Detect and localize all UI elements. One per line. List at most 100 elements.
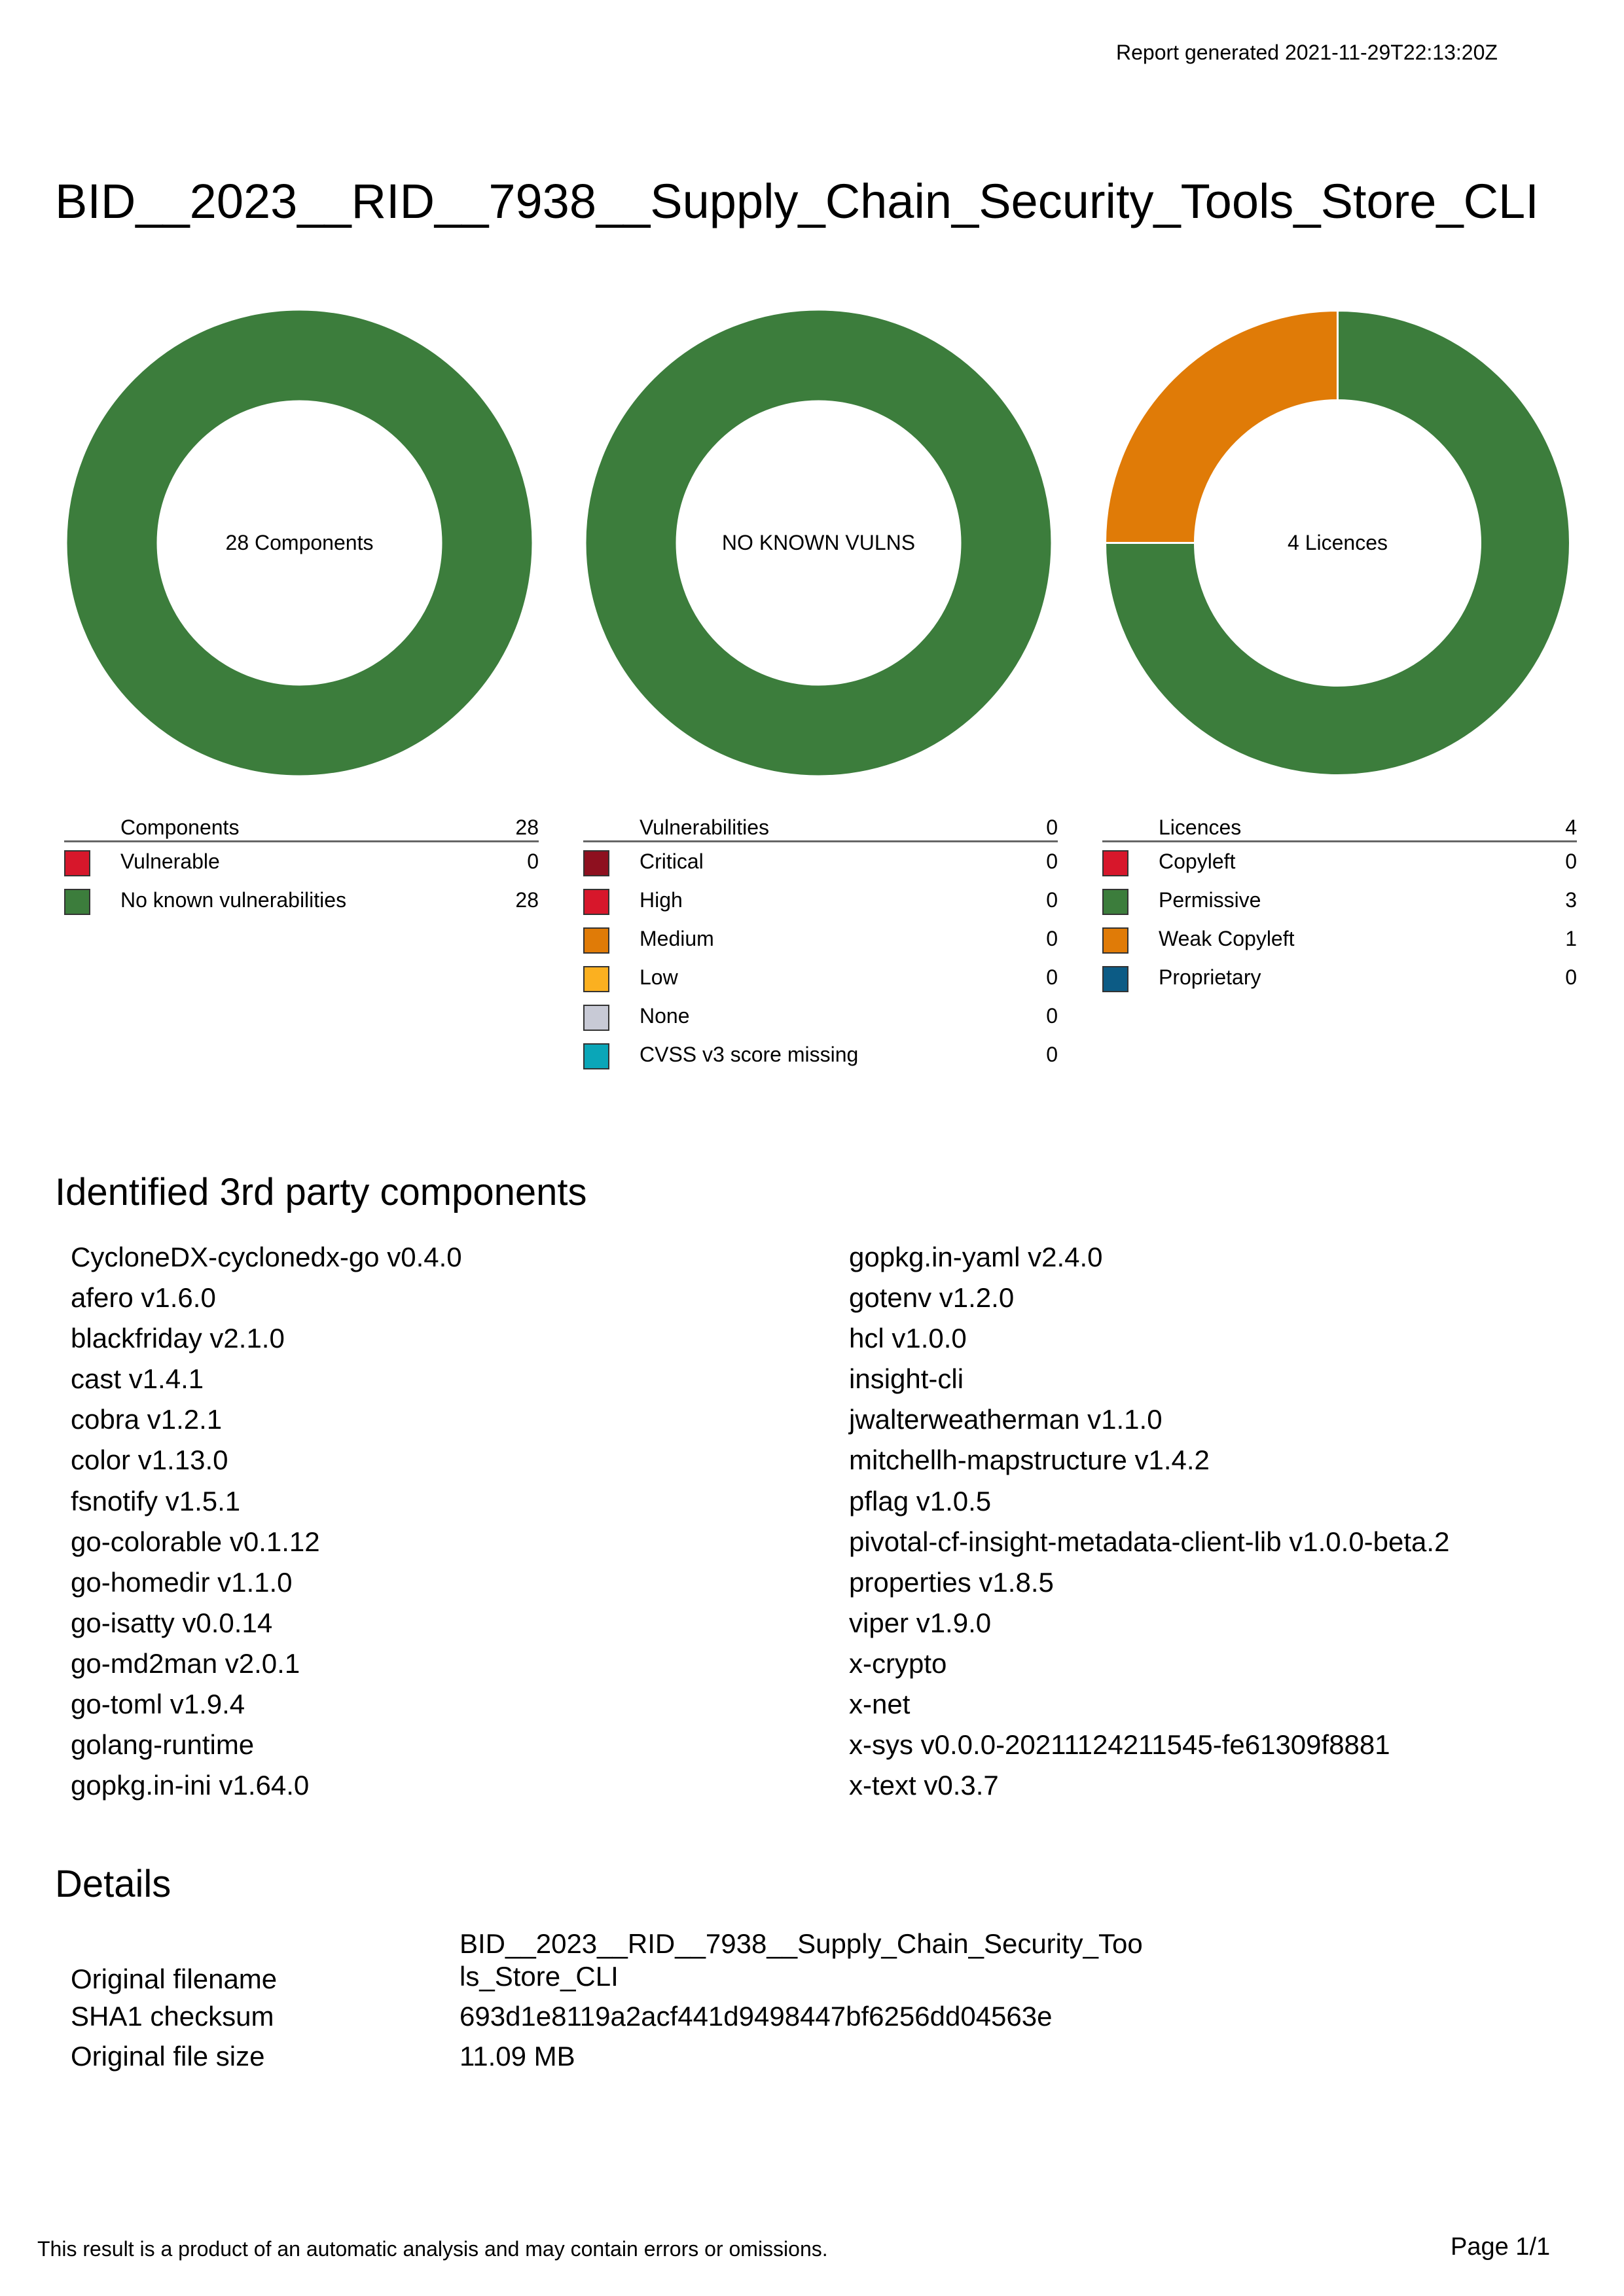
vulnerabilities-legend: Vulnerabilities 0 Critical 0 High 0 Medium 0 L… — [583, 815, 1058, 1074]
legend-row-vulnerable: Vulnerable 0 — [64, 842, 539, 881]
component-list-item: cobra v1.2.1 — [71, 1404, 223, 1435]
components-donut-center-label: 28 Components — [225, 531, 374, 554]
legend-label: Vulnerable — [120, 850, 220, 873]
legend-row-medium: Medium 0 — [583, 920, 1058, 958]
legend-swatch — [583, 927, 609, 954]
legend-header-total: 0 — [1046, 816, 1058, 839]
legend-label: Proprietary — [1159, 965, 1261, 989]
legend-value: 0 — [527, 850, 539, 873]
legend-swatch — [1102, 927, 1128, 954]
legend-row-proprietary: Proprietary 0 — [1102, 958, 1577, 997]
component-list-item: color v1.13.0 — [71, 1444, 228, 1476]
legend-label: Permissive — [1159, 888, 1261, 912]
licences-donut-chart: 4 Licences — [1104, 309, 1572, 777]
component-list-item: x-net — [849, 1689, 911, 1720]
component-list-item: x-sys v0.0.0-20211124211545-fe61309f8881 — [849, 1729, 1390, 1761]
component-list-item: go-homedir v1.1.0 — [71, 1566, 293, 1598]
legend-header-total: 28 — [515, 816, 539, 839]
legend-swatch — [583, 850, 609, 876]
legend-value: 0 — [1046, 927, 1058, 950]
component-list-item: golang-runtime — [71, 1729, 255, 1761]
component-list-item: go-colorable v0.1.12 — [71, 1526, 320, 1557]
donut-slice-permissive — [1104, 309, 1571, 776]
legend-header: Components 28 — [64, 815, 539, 842]
legend-value: 0 — [1046, 1004, 1058, 1028]
legend-value: 1 — [1565, 927, 1577, 950]
donut-slice-weak-copyleft — [1104, 309, 1339, 544]
legend-header: Licences 4 — [1102, 815, 1577, 842]
legend-header: Vulnerabilities 0 — [583, 815, 1058, 842]
legend-row-weak-copyleft: Weak Copyleft 1 — [1102, 920, 1577, 958]
legend-row-none: None 0 — [583, 997, 1058, 1035]
component-list-item: viper v1.9.0 — [849, 1607, 992, 1638]
component-list-item: x-crypto — [849, 1647, 947, 1679]
footer-disclaimer: This result is a product of an automatic… — [37, 2237, 828, 2261]
legend-swatch — [583, 1005, 609, 1031]
component-list-item: x-text v0.3.7 — [849, 1770, 999, 1801]
legend-label: High — [640, 888, 683, 912]
vulnerabilities-donut-center-label: NO KNOWN VULNS — [721, 531, 916, 554]
legend-value: 0 — [1565, 850, 1577, 873]
licences-donut-center-label: 4 Licences — [1288, 531, 1388, 554]
page-number: Page 1/1 — [1451, 2233, 1551, 2261]
legend-swatch — [64, 889, 90, 915]
licences-legend: Licences 4 Copyleft 0 Permissive 3 Weak Copy… — [1102, 815, 1577, 997]
legend-value: 0 — [1046, 965, 1058, 989]
legend-row-low: Low 0 — [583, 958, 1058, 997]
original-filename-label: Original filename — [71, 1964, 278, 1994]
legend-label: Copyleft — [1159, 850, 1236, 873]
component-list-item: CycloneDX-cyclonedx-go v0.4.0 — [71, 1242, 462, 1272]
legend-header-total: 4 — [1565, 816, 1577, 839]
components-legend: Components 28 Vulnerable 0 No known vulner… — [64, 815, 539, 920]
legend-value: 3 — [1565, 888, 1577, 912]
legend-swatch — [583, 966, 609, 992]
donut-slice-no-known-vulnerabilities — [67, 310, 532, 776]
component-list-item: gopkg.in-yaml v2.4.0 — [849, 1242, 1103, 1272]
legend-label: Weak Copyleft — [1159, 927, 1295, 950]
legend-row-copyleft: Copyleft 0 — [1102, 842, 1577, 881]
component-list-item: gotenv v1.2.0 — [849, 1282, 1015, 1314]
legend-label: None — [640, 1004, 690, 1028]
original-file-size-value: 11.09 MB — [460, 2041, 575, 2072]
page-title: BID__2023__RID__7938__Supply_Chain_Secur… — [55, 174, 1539, 228]
legend-row-cvss-v3-score-missing: CVSS v3 score missing 0 — [583, 1035, 1058, 1074]
legend-header-label: Vulnerabilities — [640, 816, 770, 839]
legend-swatch — [583, 889, 609, 915]
component-list-item: mitchellh-mapstructure v1.4.2 — [849, 1444, 1210, 1476]
legend-value: 0 — [1046, 888, 1058, 912]
component-list-item: hcl v1.0.0 — [849, 1323, 967, 1354]
component-list-item: properties v1.8.5 — [849, 1566, 1054, 1598]
legend-row-critical: Critical 0 — [583, 842, 1058, 881]
original-file-size-label: Original file size — [71, 2041, 265, 2072]
legend-label: Medium — [640, 927, 714, 950]
component-list-item: gopkg.in-ini v1.64.0 — [71, 1770, 310, 1801]
legend-label: No known vulnerabilities — [120, 888, 347, 912]
legend-value: 0 — [1565, 965, 1577, 989]
legend-swatch — [1102, 850, 1128, 876]
sha1-checksum-label: SHA1 checksum — [71, 2001, 274, 2032]
legend-value: 0 — [1046, 1043, 1058, 1066]
component-list-item: insight-cli — [849, 1363, 964, 1395]
components-list-left: CycloneDX-cyclonedx-go v0.4.0 afero v1.6.… — [71, 1237, 462, 1806]
vulnerabilities-donut-chart: NO KNOWN VULNS — [585, 309, 1053, 777]
legend-label: Critical — [640, 850, 704, 873]
details-section-heading: Details — [55, 1863, 171, 1905]
component-list-item: go-toml v1.9.4 — [71, 1689, 245, 1720]
legend-value: 28 — [515, 888, 539, 912]
donut-empty-ring — [586, 310, 1051, 776]
legend-swatch — [583, 1043, 609, 1069]
components-list-right: gopkg.in-yaml v2.4.0 gotenv v1.2.0 hcl v1.… — [849, 1237, 1449, 1806]
legend-row-high: High 0 — [583, 881, 1058, 920]
legend-header-label: Components — [120, 816, 240, 839]
legend-swatch — [64, 850, 90, 876]
legend-swatch — [1102, 889, 1128, 915]
component-list-item: fsnotify v1.5.1 — [71, 1485, 241, 1516]
component-list-item: go-md2man v2.0.1 — [71, 1647, 300, 1679]
component-list-item: go-isatty v0.0.14 — [71, 1607, 273, 1638]
sha1-checksum-value: 693d1e8119a2acf441d9498447bf6256dd04563e — [460, 2001, 1053, 2032]
legend-row-permissive: Permissive 3 — [1102, 881, 1577, 920]
legend-row-no-known-vulnerabilities: No known vulnerabilities 28 — [64, 881, 539, 920]
report-generated-timestamp: Report generated 2021-11-29T22:13:20Z — [1116, 41, 1498, 64]
components-donut-chart: 28 Components — [65, 309, 533, 777]
component-list-item: pflag v1.0.5 — [849, 1485, 992, 1516]
